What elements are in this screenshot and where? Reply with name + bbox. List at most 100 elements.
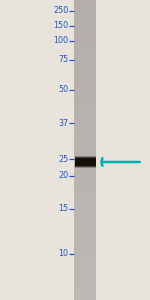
Bar — [74, 244, 96, 246]
Bar — [74, 165, 96, 167]
Bar — [74, 202, 96, 204]
Bar — [74, 159, 96, 161]
Bar — [74, 67, 96, 69]
Bar — [74, 256, 96, 258]
Bar — [74, 108, 96, 109]
Bar — [74, 211, 96, 213]
Bar — [74, 78, 96, 80]
Bar — [74, 232, 96, 234]
Bar — [74, 292, 96, 294]
Bar — [74, 286, 96, 288]
Bar — [74, 178, 96, 180]
Bar — [74, 217, 96, 219]
Bar — [74, 262, 96, 264]
Bar — [74, 100, 96, 102]
Bar — [74, 289, 96, 291]
Bar — [74, 271, 96, 273]
Bar — [74, 235, 96, 237]
Bar — [74, 295, 96, 297]
Bar — [74, 282, 96, 284]
Bar — [74, 130, 96, 132]
Bar — [74, 270, 96, 272]
Bar — [74, 214, 96, 216]
Bar — [74, 1, 96, 3]
Bar — [74, 156, 96, 158]
Bar — [74, 87, 96, 88]
Bar — [74, 105, 96, 106]
Bar — [74, 103, 96, 105]
Bar — [74, 9, 96, 11]
Bar — [74, 84, 96, 85]
Bar — [74, 205, 96, 207]
Bar — [74, 187, 96, 189]
Bar — [74, 216, 96, 218]
Bar — [74, 132, 96, 134]
Bar — [74, 106, 96, 108]
Bar — [74, 280, 96, 282]
Text: 150: 150 — [53, 21, 68, 30]
Bar — [74, 250, 96, 252]
Bar — [74, 19, 96, 21]
Bar — [74, 10, 96, 12]
Bar — [74, 45, 96, 46]
Bar — [74, 252, 96, 254]
Bar — [74, 241, 96, 243]
Bar — [74, 49, 96, 51]
Bar — [74, 114, 96, 116]
Bar — [74, 153, 96, 154]
Text: 250: 250 — [53, 6, 68, 15]
Bar — [74, 259, 96, 261]
Bar — [74, 147, 96, 148]
Bar — [74, 258, 96, 260]
Bar — [74, 174, 96, 176]
Bar — [74, 66, 96, 68]
Bar — [74, 123, 96, 124]
Bar — [74, 54, 96, 56]
Bar — [74, 163, 96, 165]
Bar — [74, 238, 96, 240]
Bar — [74, 28, 96, 30]
Bar — [74, 240, 96, 242]
Bar — [74, 199, 96, 201]
Bar — [75, 156, 96, 168]
Bar — [74, 124, 96, 126]
Bar — [74, 61, 96, 63]
Bar — [74, 208, 96, 210]
Bar — [75, 157, 96, 167]
Bar — [74, 36, 96, 38]
Bar — [74, 172, 96, 174]
Bar — [74, 186, 96, 188]
Bar — [74, 27, 96, 28]
Bar — [74, 276, 96, 278]
Bar — [74, 145, 96, 147]
Bar — [74, 126, 96, 127]
Bar — [74, 12, 96, 13]
Bar — [74, 151, 96, 153]
Bar — [74, 63, 96, 64]
Text: 15: 15 — [58, 204, 68, 213]
Bar — [74, 196, 96, 198]
Bar — [74, 195, 96, 197]
Bar — [74, 111, 96, 112]
Text: 10: 10 — [58, 249, 68, 258]
Bar — [74, 160, 96, 162]
Bar — [74, 139, 96, 141]
Bar — [74, 237, 96, 239]
Bar — [74, 52, 96, 54]
Text: 25: 25 — [58, 154, 68, 164]
Bar — [74, 169, 96, 171]
Bar — [74, 43, 96, 45]
Bar — [74, 22, 96, 24]
Bar — [74, 288, 96, 290]
Bar — [74, 58, 96, 60]
Bar — [74, 264, 96, 266]
Bar — [74, 40, 96, 42]
Bar — [74, 136, 96, 138]
Bar — [74, 255, 96, 256]
Bar — [74, 180, 96, 182]
Bar — [74, 79, 96, 81]
Bar — [74, 57, 96, 59]
Bar — [74, 166, 96, 168]
Bar — [74, 72, 96, 74]
Bar — [74, 243, 96, 244]
